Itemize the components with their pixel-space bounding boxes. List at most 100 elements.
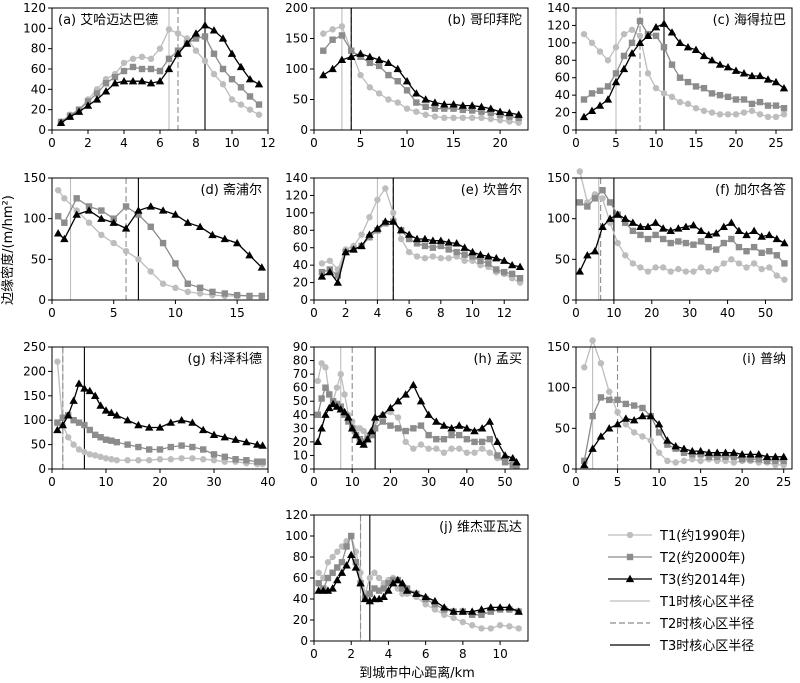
data-point [232,456,239,463]
data-point [237,101,245,108]
data-point [393,575,402,584]
data-point [762,452,772,460]
figure-y-label: 边缘密度/(m/hm²) [0,195,16,305]
data-point [60,234,69,243]
data-point [614,408,621,416]
data-point [493,266,500,273]
data-point [412,589,421,597]
data-point [514,607,523,615]
data-point [436,236,446,244]
y-tick-label: 250 [23,340,46,354]
data-point [484,252,493,260]
data-point [359,440,368,448]
data-point [421,592,430,601]
data-point [699,51,709,60]
data-point [596,432,606,440]
data-point [462,424,472,432]
data-point [146,457,153,464]
data-point [113,457,121,464]
x-tick-label: 8 [459,647,467,661]
data-point [477,424,487,432]
data-point [740,96,748,103]
y-tick-label: 80 [293,223,308,237]
data-point [134,206,143,214]
data-point [628,39,636,47]
data-point [459,106,467,114]
data-point [243,457,250,464]
data-point [655,449,663,456]
data-point [437,254,445,262]
legend-label: T2(约2000年) [659,551,745,566]
data-point [433,445,440,452]
data-point [461,251,468,258]
data-point [210,70,218,78]
y-tick-label: 90 [293,340,308,354]
data-point [242,437,251,446]
x-tick-label: 30 [421,475,436,489]
data-point [495,107,505,115]
data-point [724,111,732,118]
legend-item: T2时核心区半径 [610,617,754,632]
data-point [430,98,440,106]
x-tick-label: 40 [260,475,275,489]
x-tick-label: 0 [48,475,56,489]
data-point [458,101,468,109]
data-point [381,217,390,225]
data-point [439,421,449,429]
data-point [390,209,397,217]
data-point [682,268,690,275]
data-point [102,436,110,443]
data-point [245,251,254,259]
data-point [341,247,350,256]
data-point [487,109,494,117]
data-point [431,113,439,120]
data-point [449,607,458,615]
data-point [431,606,439,613]
data-point [61,219,68,226]
data-point [445,246,452,253]
x-tick-label: 50 [758,306,773,320]
data-point [598,222,607,230]
data-point [366,84,374,91]
panel-title: (c) 海得拉巴 [713,12,786,28]
data-point [196,290,204,297]
data-point [455,421,464,429]
data-point [639,404,646,412]
data-point [732,111,740,118]
data-point [201,33,209,40]
data-point [83,101,93,109]
data-point [220,433,229,441]
data-point [614,239,621,247]
data-point [351,563,361,571]
data-point [334,564,341,571]
x-tick-label: 0 [48,306,56,320]
y-tick-label: 0 [562,123,570,137]
data-point [747,456,754,463]
data-point [413,99,420,106]
data-point [674,224,683,232]
panel-title: (j) 维杰亚瓦达 [439,520,522,535]
data-point [755,71,765,80]
data-point [576,199,583,206]
data-point [471,449,478,456]
data-point [54,187,62,194]
data-point [622,219,629,226]
data-point [321,410,330,418]
data-point [684,78,692,86]
data-point [358,231,365,238]
data-point [501,268,508,276]
data-point [516,275,524,282]
data-point [622,252,629,259]
data-point [458,607,468,615]
data-point [580,96,588,103]
data-point [763,75,773,83]
data-point [433,435,440,443]
data-point [420,234,430,243]
data-point [370,413,380,421]
data-point [697,238,705,245]
data-point [668,61,676,68]
data-point [324,574,332,582]
data-point [373,224,382,232]
data-point [704,448,714,456]
data-point [655,429,663,436]
